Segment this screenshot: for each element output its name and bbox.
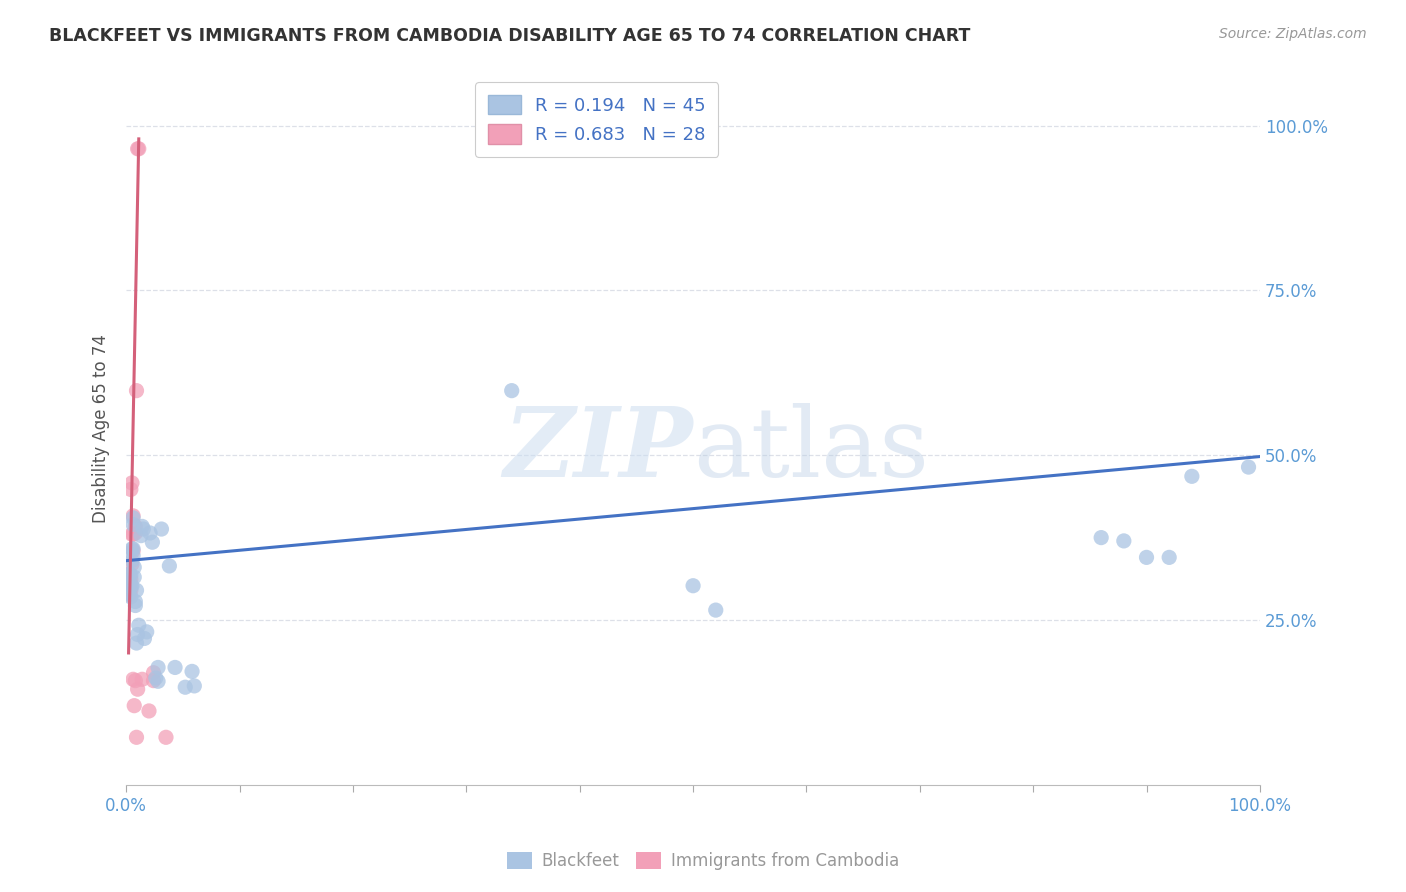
Point [120, 572, 142, 586]
Point [1181, 469, 1204, 483]
Point [122, 511, 145, 525]
Point [121, 527, 143, 541]
Point [118, 582, 141, 596]
Point [127, 142, 149, 156]
Point [122, 541, 145, 556]
Point [124, 594, 146, 608]
Point [132, 522, 155, 536]
Text: atlas: atlas [693, 403, 929, 497]
Point [145, 671, 167, 685]
Point [117, 574, 139, 588]
Point [127, 627, 149, 641]
Point [128, 618, 150, 632]
Point [1090, 531, 1112, 545]
Point [122, 549, 145, 563]
Point [125, 583, 148, 598]
Point [125, 384, 148, 398]
Point [120, 568, 142, 582]
Point [1237, 460, 1260, 475]
Text: BLACKFEET VS IMMIGRANTS FROM CAMBODIA DISABILITY AGE 65 TO 74 CORRELATION CHART: BLACKFEET VS IMMIGRANTS FROM CAMBODIA DI… [49, 27, 970, 45]
Point [118, 576, 141, 591]
Point [125, 636, 148, 650]
Point [122, 543, 145, 558]
Point [117, 587, 139, 601]
Point [120, 583, 142, 598]
Point [501, 384, 523, 398]
Point [131, 519, 153, 533]
Point [121, 475, 143, 490]
Point [141, 535, 163, 549]
Point [135, 624, 157, 639]
Point [120, 590, 142, 604]
Point [163, 660, 186, 674]
Point [146, 660, 169, 674]
Point [122, 508, 145, 523]
Point [124, 526, 146, 541]
Point [134, 632, 156, 646]
Point [181, 665, 204, 679]
Text: ZIP: ZIP [503, 403, 693, 497]
Legend: R = 0.194   N = 45, R = 0.683   N = 28: R = 0.194 N = 45, R = 0.683 N = 28 [475, 82, 718, 157]
Legend: Blackfeet, Immigrants from Cambodia: Blackfeet, Immigrants from Cambodia [501, 845, 905, 877]
Point [121, 579, 143, 593]
Point [157, 558, 180, 573]
Point [122, 570, 145, 584]
Point [142, 665, 165, 680]
Point [120, 483, 142, 497]
Point [129, 528, 152, 542]
Point [174, 680, 197, 694]
Point [124, 519, 146, 533]
Point [1112, 533, 1135, 548]
Text: Source: ZipAtlas.com: Source: ZipAtlas.com [1219, 27, 1367, 41]
Point [118, 566, 141, 581]
Point [118, 566, 141, 581]
Point [150, 522, 173, 536]
Point [124, 673, 146, 688]
Point [128, 142, 150, 156]
Point [682, 579, 704, 593]
Point [122, 527, 145, 541]
Point [1135, 550, 1157, 565]
Point [704, 603, 727, 617]
Point [146, 674, 169, 689]
Point [122, 560, 145, 574]
Point [155, 731, 177, 745]
Point [118, 588, 141, 602]
Y-axis label: Disability Age 65 to 74: Disability Age 65 to 74 [93, 334, 110, 524]
Point [139, 526, 162, 541]
Point [122, 517, 145, 532]
Point [120, 580, 142, 594]
Point [122, 698, 145, 713]
Point [131, 673, 153, 687]
Point [124, 599, 146, 613]
Point [118, 574, 141, 589]
Point [121, 541, 143, 556]
Point [183, 679, 205, 693]
Point [1159, 550, 1181, 565]
Point [121, 557, 143, 571]
Point [138, 704, 160, 718]
Point [125, 731, 148, 745]
Point [127, 682, 149, 697]
Point [142, 673, 165, 688]
Point [121, 554, 143, 568]
Point [122, 673, 145, 687]
